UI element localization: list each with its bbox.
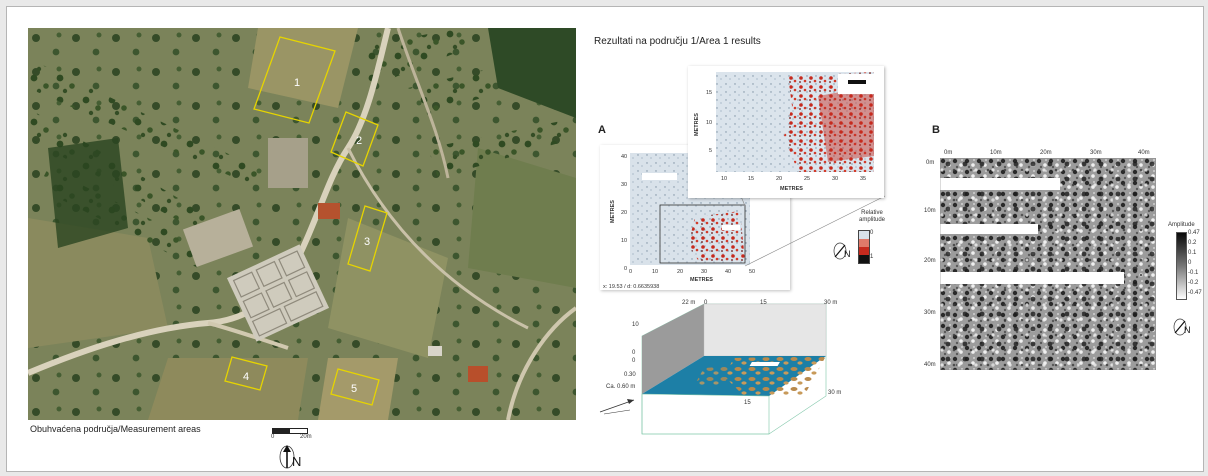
panel-a-inset-plot: 5 10 15 10 15 20 25 30 35 METRES METRES [688, 66, 884, 198]
main-y-tick-0: 0 [624, 266, 627, 272]
area-label-2: 2 [356, 135, 362, 147]
panel-b-top-tick-10: 10m [990, 150, 1002, 156]
panel-b-left-tick-40: 40m [924, 362, 936, 368]
scale-tick-20m: 20m [300, 434, 312, 440]
panel-b-top-tick-20: 20m [1040, 150, 1052, 156]
surface-top-label-30m: 30 m [824, 300, 837, 306]
measurement-area-3 [347, 205, 388, 272]
main-x-tick-10: 10 [652, 269, 658, 275]
scale-bar [272, 428, 308, 434]
main-x-label: METRES [690, 277, 713, 283]
inset-x-tick-25: 25 [804, 176, 810, 182]
panel-b-left-tick-30: 30m [924, 310, 936, 316]
surface-bottom-label-15: 15 [744, 400, 751, 406]
measurement-areas-caption: Obuhvaćena područja/Measurement areas [30, 424, 201, 434]
panel-a-north-arrow-icon: N [833, 242, 851, 260]
surface-bottom-label-30m: 30 m [828, 390, 841, 396]
amplitude-tick-3: 0.1 [1188, 250, 1197, 256]
measurement-area-2 [330, 111, 379, 167]
panel-b-gradient-map [940, 158, 1156, 370]
amplitude-tick-1: 0.47 [1188, 230, 1200, 236]
surface-orientation-arrow-icon [599, 399, 635, 415]
main-y-label: METRES [610, 200, 616, 223]
aerial-photo-graphic: 1 2 3 4 5 [28, 28, 576, 420]
inset-x-tick-10: 10 [721, 176, 727, 182]
surface-side-label-10: 10 [632, 322, 639, 328]
main-x-tick-20: 20 [677, 269, 683, 275]
inset-y-tick-5: 5 [709, 148, 712, 154]
panel-a-inset-plot-graphic: 5 10 15 10 15 20 25 30 35 METRES METRES [694, 72, 874, 192]
aerial-photo: 1 2 3 4 5 [28, 28, 576, 420]
surface-top-label-15: 15 [760, 300, 767, 306]
inset-y-label: METRES [694, 113, 700, 136]
inset-x-tick-20: 20 [776, 176, 782, 182]
inset-y-tick-10: 10 [706, 120, 712, 126]
main-y-tick-30: 30 [621, 182, 627, 188]
relative-amplitude-colorbar [858, 230, 870, 264]
panel-b-left-tick-0: 0m [926, 160, 935, 166]
area-label-1: 1 [294, 77, 300, 89]
area-label-5: 5 [351, 383, 357, 395]
surface-side-label-030: 0.30 [624, 372, 636, 378]
main-y-tick-20: 20 [621, 210, 627, 216]
scale-tick-0: 0 [271, 434, 275, 440]
amplitude-legend-title: Amplitude [1168, 222, 1195, 228]
surface-side-label-0a: 0 [632, 350, 636, 356]
surface-side-label-depth: Ca. 0.60 m [606, 384, 635, 390]
measurement-area-5 [330, 368, 380, 406]
surface-side-label-0b: 0 [632, 358, 636, 364]
inset-x-tick-15: 15 [748, 176, 754, 182]
main-x-tick-0: 0 [629, 269, 632, 275]
panel-a-north-label: N [844, 249, 851, 259]
amplitude-tick-5: -0.1 [1188, 270, 1199, 276]
coord-readout: x: 19.53 / d: 0.6635938 [603, 284, 659, 290]
results-title: Rezultati na području 1/Area 1 results [594, 36, 761, 47]
amplitude-tick-7: -0.47 [1188, 290, 1202, 296]
amplitude-colorbar [1176, 232, 1187, 300]
surface-top-label-22m: 22 m [682, 300, 695, 306]
main-x-tick-50: 50 [749, 269, 755, 275]
panel-b-north-label: N [1184, 325, 1191, 335]
main-y-tick-40: 40 [621, 154, 627, 160]
inset-y-tick-15: 15 [706, 90, 712, 96]
inset-x-tick-30: 30 [832, 176, 838, 182]
relative-amplitude-legend-title: Relative amplitude [858, 210, 885, 223]
panel-3d-surface: 22 m 0 15 30 m 10 0 0 0.30 Ca. 0.60 m 15… [599, 300, 841, 435]
panel-b-left-tick-20: 20m [924, 258, 936, 264]
panel-b-north-arrow-icon: N [1173, 318, 1191, 336]
north-arrow-icon: N [279, 445, 301, 469]
amplitude-tick-6: -0.2 [1188, 280, 1199, 286]
area-label-4: 4 [243, 371, 249, 383]
panel-b-top-tick-40: 40m [1138, 150, 1150, 156]
main-x-tick-40: 40 [725, 269, 731, 275]
measurement-area-1 [253, 36, 336, 124]
inset-x-tick-35: 35 [860, 176, 866, 182]
relative-amplitude-tick-1: 1 [870, 254, 874, 260]
panel-b-left-tick-10: 10m [924, 208, 936, 214]
inset-x-label: METRES [780, 186, 803, 192]
measurement-area-4 [224, 356, 268, 391]
panel-a-label: A [598, 124, 606, 136]
area-label-3: 3 [364, 236, 370, 248]
amplitude-tick-2: 0.2 [1188, 240, 1197, 246]
north-arrow-label: N [292, 454, 301, 469]
panel-b-label: B [932, 124, 940, 136]
amplitude-tick-4: 0 [1188, 260, 1192, 266]
main-y-tick-10: 10 [621, 238, 627, 244]
surface-top-label-0: 0 [704, 300, 708, 306]
panel-b-top-tick-30: 30m [1090, 150, 1102, 156]
main-x-tick-30: 30 [701, 269, 707, 275]
panel-b-top-tick-0: 0m [944, 150, 953, 156]
relative-amplitude-tick-0: 0 [870, 230, 874, 236]
